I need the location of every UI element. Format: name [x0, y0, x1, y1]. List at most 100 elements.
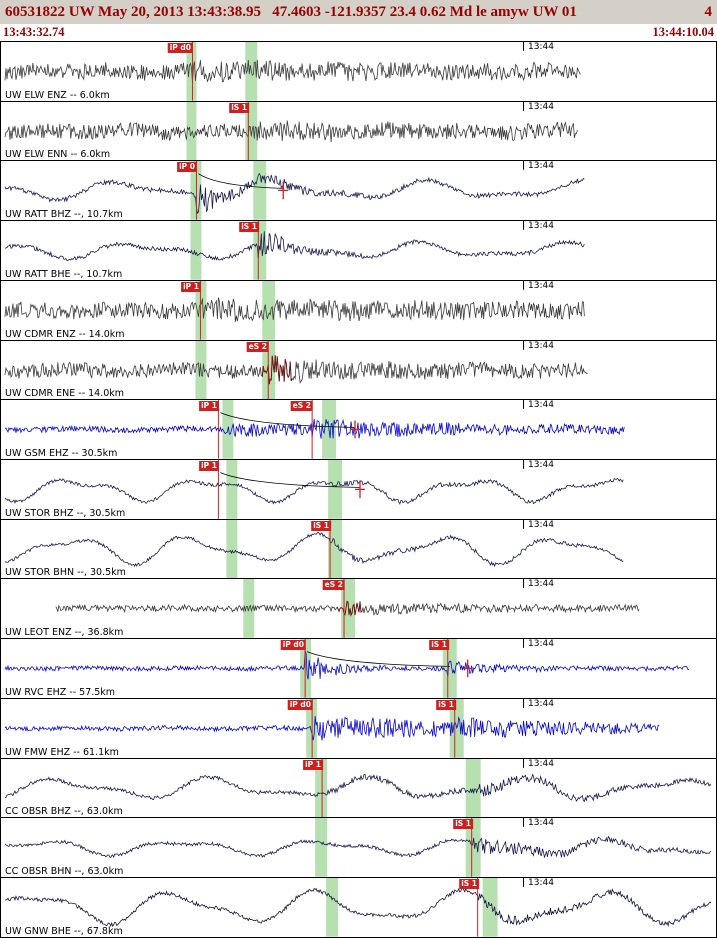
minute-label: 13:44 [528, 340, 554, 351]
arrival-window-band [326, 878, 339, 937]
arrival-window-band [328, 519, 343, 579]
waveform-canvas [4, 400, 625, 460]
arrival-window-band [253, 161, 267, 221]
pick-flag[interactable]: iS 1 [453, 819, 473, 830]
trace-label: UW ELW ENZ -- 6.0km [5, 89, 110, 101]
pick-flag[interactable]: iS 1 [311, 520, 331, 531]
waveform-trace [4, 835, 712, 859]
waveform-trace [4, 650, 690, 680]
waveform-trace [4, 419, 625, 440]
event-header: 60531822 UW May 20, 2013 13:43:38.95 47.… [0, 0, 717, 24]
waveform-trace [4, 715, 660, 741]
pick-flag[interactable]: iS 1 [436, 699, 456, 710]
trace-panel[interactable]: iP d0 iS 1 13:44 UW RVC EHZ -- 57.5km [1, 639, 716, 699]
arrival-window-band [442, 639, 457, 698]
window-end-time: 13:44:10.04 [652, 25, 714, 39]
pick-flag[interactable]: iS 1 [239, 222, 259, 233]
amplitude-cross-marker[interactable] [278, 181, 289, 200]
waveform-canvas [4, 519, 624, 579]
trace-panel[interactable]: iP 0 13:44 UW RATT BHZ --, 10.7km [1, 161, 716, 222]
pick-flag[interactable]: iP 1 [199, 461, 219, 472]
coda-highlight-segment [261, 354, 293, 384]
waveform-trace [4, 59, 581, 83]
minute-label: 13:44 [528, 519, 554, 530]
trace-label: UW GNW BHE --, 67.8km [5, 925, 123, 937]
trace-label: UW CDMR ENE -- 14.0km [5, 388, 125, 400]
pick-flag[interactable]: iP 1 [199, 401, 219, 412]
pick-flag[interactable]: iP 0 [177, 162, 197, 173]
coda-highlight-segment [336, 601, 363, 618]
arrival-window-band [226, 460, 238, 519]
waveform-trace [4, 531, 624, 567]
arrival-window-band [465, 818, 481, 878]
event-flag: 4 [704, 3, 713, 20]
amplitude-cross-marker[interactable] [462, 659, 473, 678]
arrival-window-band [482, 878, 498, 937]
trace-panel[interactable]: iP 1 eS 2 13:44 UW GSM EHZ -- 30.5km [1, 400, 716, 461]
waveform-trace [4, 231, 585, 262]
pick-flag[interactable]: iP 1 [303, 759, 323, 770]
trace-panel[interactable]: iS 1 13:44 CC OBSR BHN --, 63.0km [1, 818, 716, 879]
window-start-time: 13:43:32.74 [3, 25, 65, 39]
trace-label: CC OBSR BHZ --, 63.0km [5, 806, 123, 818]
event-summary: 60531822 UW May 20, 2013 13:43:38.95 47.… [5, 3, 577, 20]
trace-label: CC OBSR BHN --, 63.0km [5, 866, 124, 878]
pick-flag[interactable]: iS 1 [229, 102, 249, 113]
minute-label: 13:44 [528, 818, 554, 829]
waveform-canvas [4, 758, 712, 818]
pick-flag[interactable]: iP d0 [287, 699, 313, 710]
pick-flag[interactable]: iP 1 [181, 281, 201, 292]
trace-panel[interactable]: iP 1 13:44 CC OBSR BHZ --, 63.0km [1, 758, 716, 819]
minute-label: 13:44 [528, 280, 554, 291]
trace-panel[interactable]: iP 1 13:44 UW STOR BHZ --, 30.5km [1, 460, 716, 520]
waveform-trace [4, 477, 624, 505]
trace-panel[interactable]: eS 2 13:44 UW CDMR ENE -- 14.0km [1, 340, 716, 401]
trace-label: UW STOR BHN --, 30.5km [5, 567, 126, 579]
arrival-window-band [328, 460, 343, 519]
arrival-window-band [226, 519, 238, 579]
waveform-trace [4, 354, 588, 384]
pick-flag[interactable]: iP d0 [167, 43, 193, 53]
trace-panel-stack: iP d0 13:44 UW ELW ENZ -- 6.0km iS 1 13:44 UW… [0, 41, 717, 938]
trace-panel[interactable]: iP d0 13:44 UW ELW ENZ -- 6.0km [1, 42, 716, 102]
minute-label: 13:44 [528, 878, 554, 889]
pick-flag[interactable]: iP d0 [280, 640, 306, 651]
arrival-window-band [465, 758, 481, 818]
waveform-trace [4, 297, 585, 322]
minute-label: 13:44 [528, 579, 554, 590]
pick-flag[interactable]: iS 1 [459, 879, 479, 890]
minute-label: 13:44 [528, 42, 554, 52]
waveform-trace [4, 173, 585, 215]
trace-label: UW FMW EHZ -- 61.1km [5, 746, 119, 758]
trace-panel[interactable]: iS 1 13:44 UW STOR BHN --, 30.5km [1, 519, 716, 580]
pick-flag[interactable]: iS 1 [429, 640, 449, 651]
trace-label: UW RATT BHZ --, 10.7km [5, 209, 123, 221]
amplitude-cross-marker[interactable] [355, 480, 365, 499]
pick-flag[interactable]: eS 2 [290, 401, 313, 412]
trace-panel[interactable]: iP d0 iS 1 13:44 UW FMW EHZ -- 61.1km [1, 698, 716, 759]
waveform-trace [4, 773, 712, 802]
arrival-window-band [190, 221, 202, 280]
waveform-trace [4, 120, 578, 142]
coda-decay-curve [198, 173, 285, 190]
arrival-window-band [315, 758, 328, 818]
waveform-canvas [4, 221, 585, 280]
trace-label: UW GSM EHZ -- 30.5km [5, 448, 118, 460]
waveform-trace [4, 887, 712, 928]
trace-panel[interactable]: iS 1 13:44 UW ELW ENN -- 6.0km [1, 101, 716, 162]
trace-label: UW STOR BHZ --, 30.5km [5, 507, 126, 519]
pick-flag[interactable]: eS 2 [322, 580, 345, 591]
minute-label: 13:44 [528, 221, 554, 232]
waveform-canvas [4, 161, 585, 221]
trace-panel[interactable]: iS 1 13:44 UW RATT BHE --, 10.7km [1, 221, 716, 281]
pick-flag[interactable]: eS 2 [246, 341, 269, 352]
trace-panel[interactable]: iS 1 13:44 UW GNW BHE --, 67.8km [1, 878, 716, 938]
coda-decay-curve [220, 472, 361, 488]
trace-panel[interactable]: eS 2 13:44 UW LEOT ENZ --, 36.8km [1, 579, 716, 640]
minute-label: 13:44 [528, 161, 554, 172]
waveform-canvas [4, 460, 624, 519]
amplitude-cross-marker[interactable] [350, 420, 360, 439]
arrival-window-band [186, 101, 197, 161]
trace-panel[interactable]: iP 1 13:44 UW CDMR ENZ -- 14.0km [1, 280, 716, 341]
trace-label: UW ELW ENN -- 6.0km [5, 149, 111, 161]
